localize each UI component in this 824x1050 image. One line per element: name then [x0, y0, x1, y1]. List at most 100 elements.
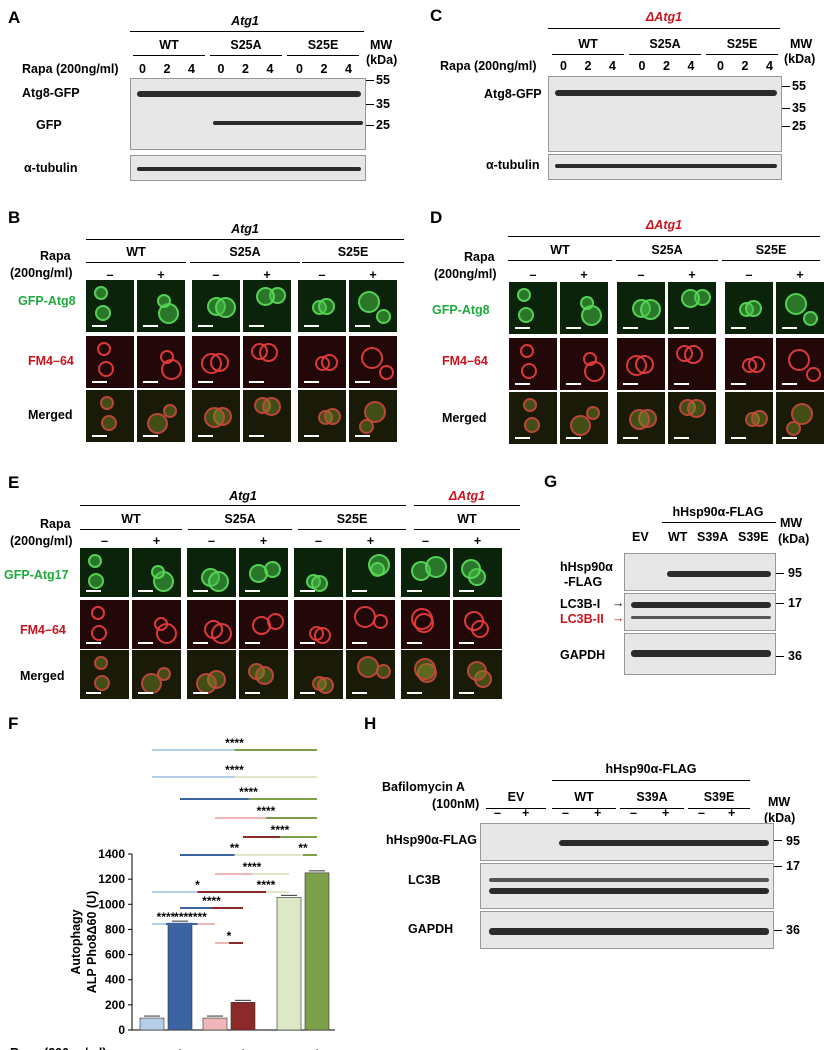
- group-label: S25E: [726, 37, 758, 51]
- baf-sign: +: [728, 806, 736, 820]
- micrograph: [298, 390, 346, 442]
- header-label: hHsp90α-FLAG: [672, 505, 764, 519]
- time-label: 2: [741, 59, 749, 73]
- micrograph: [725, 282, 773, 334]
- mw-mark: 36: [786, 923, 800, 937]
- time-label: 2: [242, 62, 249, 76]
- group-label: WT: [121, 512, 141, 526]
- cell-shape: [160, 350, 174, 364]
- blot-tubulin: [130, 155, 366, 181]
- micrograph: [509, 282, 557, 334]
- row-label-fm: FM4–64: [28, 354, 74, 368]
- micrograph: [617, 282, 665, 334]
- rapa-sign: –: [318, 268, 326, 282]
- rapa-label: Rapa (200ng/ml): [440, 59, 537, 73]
- significance-label: ****: [257, 878, 276, 892]
- blot-tubulin: [548, 154, 782, 180]
- panel-letter: D: [430, 208, 443, 227]
- rapa-label: Rapa: [40, 517, 71, 531]
- mw-title: MW: [370, 38, 393, 52]
- scale-bar: [86, 692, 101, 694]
- row-label-gfp: GFP-Atg8: [18, 294, 76, 308]
- micrograph: [560, 338, 608, 390]
- baf-label: Bafilomycin A: [382, 780, 465, 794]
- micrograph: [509, 338, 557, 390]
- scale-bar: [355, 435, 370, 437]
- micrograph: [86, 390, 134, 442]
- micrograph: [192, 390, 240, 442]
- scale-bar: [304, 325, 319, 327]
- micrograph: [132, 548, 181, 597]
- cell-shape: [359, 419, 374, 434]
- cell-shape: [370, 562, 385, 577]
- cell-shape: [684, 345, 703, 364]
- rapa-sign: +: [176, 1045, 184, 1050]
- row-label: Atg8-GFP: [484, 87, 542, 101]
- significance-label: ****: [257, 804, 276, 818]
- mw-mark: 35: [376, 97, 390, 111]
- cell-shape: [201, 353, 222, 374]
- cell-shape: [147, 413, 168, 434]
- micrograph: [80, 650, 129, 699]
- cell-shape: [464, 611, 484, 631]
- group-label: WT: [126, 245, 146, 259]
- scale-bar: [515, 327, 530, 329]
- cell-shape: [151, 565, 165, 579]
- scale-bar: [566, 383, 581, 385]
- scale-bar: [515, 437, 530, 439]
- micrograph: [346, 650, 395, 699]
- scale-bar: [623, 327, 638, 329]
- scale-bar: [674, 437, 689, 439]
- blot-lc3b: [480, 863, 774, 909]
- scale-bar: [623, 437, 638, 439]
- mw-mark: 95: [788, 566, 802, 580]
- mw-mark: 55: [792, 79, 806, 93]
- mw-mark: 17: [786, 859, 800, 873]
- group-label: S25A: [224, 512, 256, 526]
- cell-shape: [687, 399, 706, 418]
- cell-shape: [252, 616, 271, 635]
- rapa-sign: +: [369, 268, 377, 282]
- scale-bar: [674, 327, 689, 329]
- micrograph: [401, 600, 450, 649]
- significance-label: ****: [225, 763, 244, 777]
- row-label: α-tubulin: [486, 158, 540, 172]
- scale-bar: [566, 327, 581, 329]
- micrograph: [668, 338, 716, 390]
- cell-shape: [467, 661, 487, 681]
- mw-unit: (kDa): [784, 52, 816, 66]
- micrograph: [192, 280, 240, 332]
- bar: [167, 922, 193, 1031]
- group-label: S39A: [636, 790, 668, 804]
- cell-shape: [524, 417, 540, 433]
- micrograph: [243, 390, 291, 442]
- row-label: GAPDH: [560, 648, 606, 662]
- micrograph: [349, 280, 397, 332]
- micrograph: [668, 392, 716, 444]
- scale-bar: [407, 590, 422, 592]
- scale-bar: [92, 381, 107, 383]
- scale-bar: [300, 642, 315, 644]
- scale-bar: [300, 590, 315, 592]
- row-label: -FLAG: [564, 575, 603, 589]
- row-label: LC3B-I: [560, 597, 601, 611]
- micrograph: [187, 600, 236, 649]
- cell-shape: [256, 287, 275, 306]
- significance-label: ****: [188, 910, 207, 924]
- significance-label: *: [195, 878, 200, 892]
- rapa-sign: –: [745, 268, 753, 282]
- mw-mark: 36: [788, 649, 802, 663]
- micrograph: [137, 390, 185, 442]
- micrograph: [80, 600, 129, 649]
- rapa-sign: +: [152, 534, 161, 548]
- scale-bar: [731, 383, 746, 385]
- time-label: 4: [266, 62, 274, 76]
- scale-bar: [515, 383, 530, 385]
- cell-shape: [321, 354, 338, 371]
- rapa-sign: +: [366, 534, 375, 548]
- scale-bar: [143, 381, 158, 383]
- cell-shape: [157, 667, 171, 681]
- group-label: WT: [574, 790, 594, 804]
- blot-lc3b: [624, 593, 776, 631]
- row-label-gfp: GFP-Atg17: [4, 568, 69, 582]
